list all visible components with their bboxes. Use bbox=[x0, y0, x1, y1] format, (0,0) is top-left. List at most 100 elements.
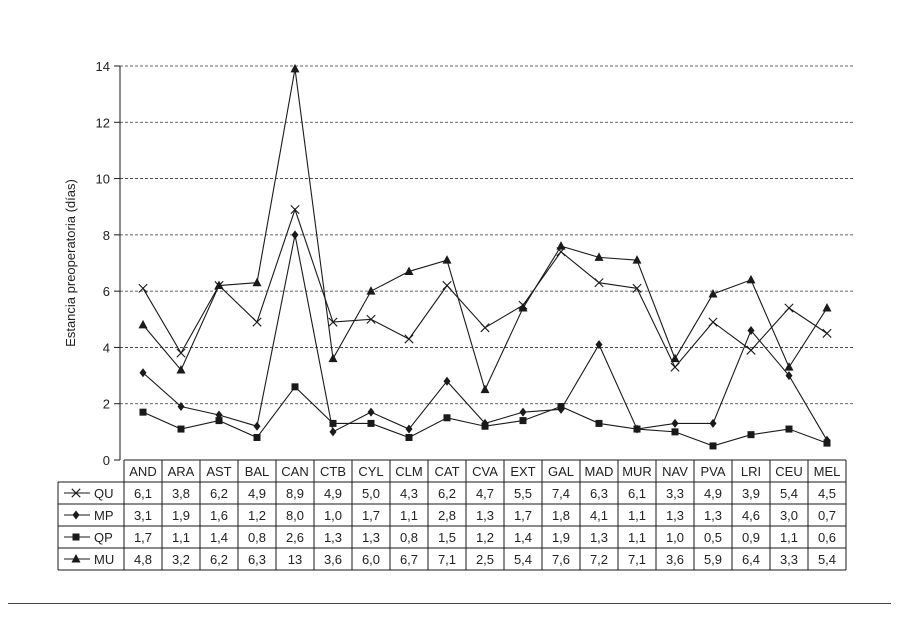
table-cell-value: 4,6 bbox=[742, 508, 760, 523]
triangle-marker bbox=[138, 319, 148, 329]
diamond-marker bbox=[177, 402, 185, 412]
table-cell-value: 3,6 bbox=[324, 552, 342, 567]
diamond-marker bbox=[329, 427, 337, 437]
table-cell-value: 6,1 bbox=[134, 486, 152, 501]
table-cell-value: 1,7 bbox=[362, 508, 380, 523]
table-cell-value: 1,1 bbox=[628, 508, 646, 523]
diamond-marker bbox=[367, 407, 375, 417]
cross-stroke bbox=[746, 345, 756, 355]
table-cell-value: 1,3 bbox=[704, 508, 722, 523]
cross-stroke bbox=[442, 280, 452, 291]
table-cell-value: 0,8 bbox=[248, 530, 266, 545]
cross-stroke bbox=[290, 204, 300, 215]
category-label: LRI bbox=[741, 464, 761, 479]
category-label: MUR bbox=[622, 464, 652, 479]
table-cell-value: 1,5 bbox=[438, 530, 456, 545]
table-cell-value: 4,9 bbox=[704, 486, 722, 501]
square-marker bbox=[253, 433, 261, 441]
series-line bbox=[142, 207, 828, 369]
category-label: CAN bbox=[281, 464, 308, 479]
cross-stroke bbox=[366, 314, 376, 324]
table-cell-value: 4,5 bbox=[818, 486, 836, 501]
square-marker bbox=[747, 431, 755, 439]
category-label: ARA bbox=[168, 464, 195, 479]
legend-mu bbox=[64, 554, 90, 563]
diamond-marker bbox=[72, 510, 80, 520]
table-cell-value: 13 bbox=[288, 552, 302, 567]
table-cell-value: 1,2 bbox=[476, 530, 494, 545]
triangle-marker bbox=[71, 554, 81, 563]
triangle-marker bbox=[252, 277, 262, 287]
table-cell-value: 1,2 bbox=[248, 508, 266, 523]
cross-stroke bbox=[480, 323, 490, 333]
cross-marker bbox=[176, 348, 186, 358]
legend-qp bbox=[64, 533, 90, 541]
category-label: MEL bbox=[814, 464, 841, 479]
triangle-marker bbox=[176, 364, 186, 374]
square-marker bbox=[291, 383, 299, 391]
diamond-marker bbox=[291, 230, 299, 240]
table-cell-value: 3,1 bbox=[134, 508, 152, 523]
series-name-label: MU bbox=[94, 552, 114, 567]
table-cell-value: 6,1 bbox=[628, 486, 646, 501]
cross-stroke bbox=[328, 317, 338, 327]
table-cell-value: 4,8 bbox=[134, 552, 152, 567]
category-label: EXT bbox=[510, 464, 535, 479]
table-cell-value: 6,7 bbox=[400, 552, 418, 567]
category-label: CTB bbox=[320, 464, 346, 479]
series-mp bbox=[139, 230, 831, 445]
cross-marker bbox=[290, 204, 300, 215]
square-marker bbox=[709, 442, 717, 450]
table-cell-value: 1,1 bbox=[400, 508, 418, 523]
series-line bbox=[142, 234, 828, 441]
table-cell-value: 1,9 bbox=[552, 530, 570, 545]
cross-stroke bbox=[176, 348, 186, 358]
y-tick-label: 10 bbox=[96, 172, 110, 187]
triangle-marker bbox=[480, 384, 490, 394]
cross-stroke bbox=[138, 283, 148, 293]
category-label: NAV bbox=[662, 464, 688, 479]
cross-marker bbox=[746, 345, 756, 355]
series-qu bbox=[138, 204, 832, 372]
table-cell-value: 8,9 bbox=[286, 486, 304, 501]
cross-stroke bbox=[822, 328, 832, 338]
table-cell-value: 0,7 bbox=[818, 508, 836, 523]
y-tick-label: 2 bbox=[103, 397, 110, 412]
square-marker bbox=[671, 428, 679, 436]
diamond-marker bbox=[709, 418, 717, 428]
table-cell-value: 6,3 bbox=[590, 486, 608, 501]
square-marker bbox=[405, 433, 413, 441]
table-cell-value: 4,9 bbox=[248, 486, 266, 501]
series-name-label: QU bbox=[94, 486, 114, 501]
diamond-marker bbox=[747, 326, 755, 336]
table-cell-value: 1,4 bbox=[210, 530, 228, 545]
y-axis-title: Estancia preoperatoria (días) bbox=[63, 179, 78, 347]
series-name-label: QP bbox=[94, 530, 113, 545]
table-cell-value: 3,3 bbox=[780, 552, 798, 567]
triangle-marker bbox=[670, 353, 680, 363]
cross-marker bbox=[138, 283, 148, 293]
diamond-marker bbox=[405, 424, 413, 434]
cross-stroke bbox=[594, 278, 604, 288]
table-cell-value: 0,5 bbox=[704, 530, 722, 545]
table-cell-value: 4,7 bbox=[476, 486, 494, 501]
square-marker bbox=[785, 425, 793, 433]
table-cell-value: 6,2 bbox=[438, 486, 456, 501]
cross-stroke bbox=[632, 283, 642, 293]
cross-marker bbox=[71, 488, 81, 498]
y-tick-label: 6 bbox=[103, 284, 110, 299]
triangle-marker bbox=[518, 303, 528, 312]
cross-stroke bbox=[252, 317, 262, 327]
triangle-marker bbox=[746, 274, 756, 284]
table-cell-value: 3,2 bbox=[172, 552, 190, 567]
series-lines bbox=[138, 63, 832, 450]
table-cell-value: 6,3 bbox=[248, 552, 266, 567]
table-cell-value: 6,2 bbox=[210, 552, 228, 567]
cross-stroke bbox=[71, 488, 81, 498]
triangle-marker bbox=[708, 288, 718, 298]
diamond-marker bbox=[139, 368, 147, 378]
square-marker bbox=[329, 419, 337, 427]
cross-stroke bbox=[708, 317, 718, 327]
category-label: CEU bbox=[775, 464, 802, 479]
y-tick-label: 4 bbox=[103, 340, 110, 355]
